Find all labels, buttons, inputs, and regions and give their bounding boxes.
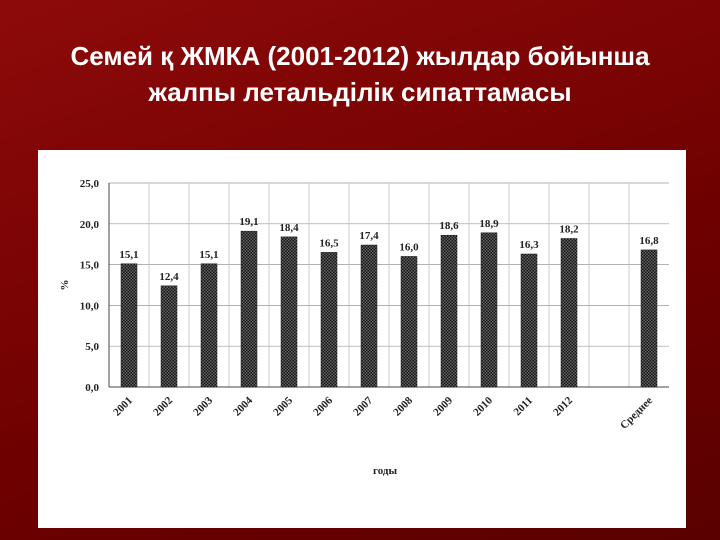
- y-tick-label: 0,0: [85, 382, 99, 394]
- value-label: 16,8: [639, 235, 659, 247]
- value-label: 19,1: [239, 216, 258, 228]
- value-label: 16,5: [319, 237, 339, 249]
- value-label: 15,1: [119, 249, 138, 261]
- value-label: 18,2: [559, 223, 579, 235]
- title-line: Семей қ ЖМКА (2001-2012) жылдар бойынша: [70, 41, 650, 71]
- bar: [160, 285, 178, 388]
- y-tick-label: 10,0: [80, 300, 100, 312]
- value-label: 17,4: [359, 230, 379, 242]
- y-tick-label: 25,0: [80, 178, 100, 190]
- y-tick-label: 15,0: [80, 260, 100, 272]
- value-label: 18,9: [479, 218, 499, 230]
- value-label: 18,4: [279, 222, 299, 234]
- x-axis-label: годы: [373, 465, 397, 477]
- bar: [360, 244, 378, 388]
- value-label: 18,6: [439, 220, 459, 232]
- value-label: 12,4: [159, 271, 179, 283]
- bar: [440, 234, 458, 388]
- value-label: 16,3: [519, 239, 539, 251]
- y-tick-label: 5,0: [85, 341, 99, 353]
- title-line: жалпы летальділік сипаттамасы: [148, 77, 572, 107]
- bar: [200, 263, 218, 388]
- y-tick-label: 20,0: [80, 219, 100, 231]
- bar: [120, 263, 138, 388]
- bar: [640, 249, 658, 388]
- bar: [240, 230, 258, 388]
- bar: [560, 238, 578, 388]
- slide-title: Семей қ ЖМКА (2001-2012) жылдар бойынша …: [0, 38, 720, 110]
- bar: [280, 236, 298, 388]
- bar: [480, 232, 498, 388]
- y-axis-label: %: [59, 280, 71, 291]
- bar: [320, 252, 338, 388]
- value-label: 16,0: [399, 241, 419, 253]
- bar: [520, 253, 538, 388]
- bar: [400, 256, 418, 388]
- value-label: 15,1: [199, 249, 218, 261]
